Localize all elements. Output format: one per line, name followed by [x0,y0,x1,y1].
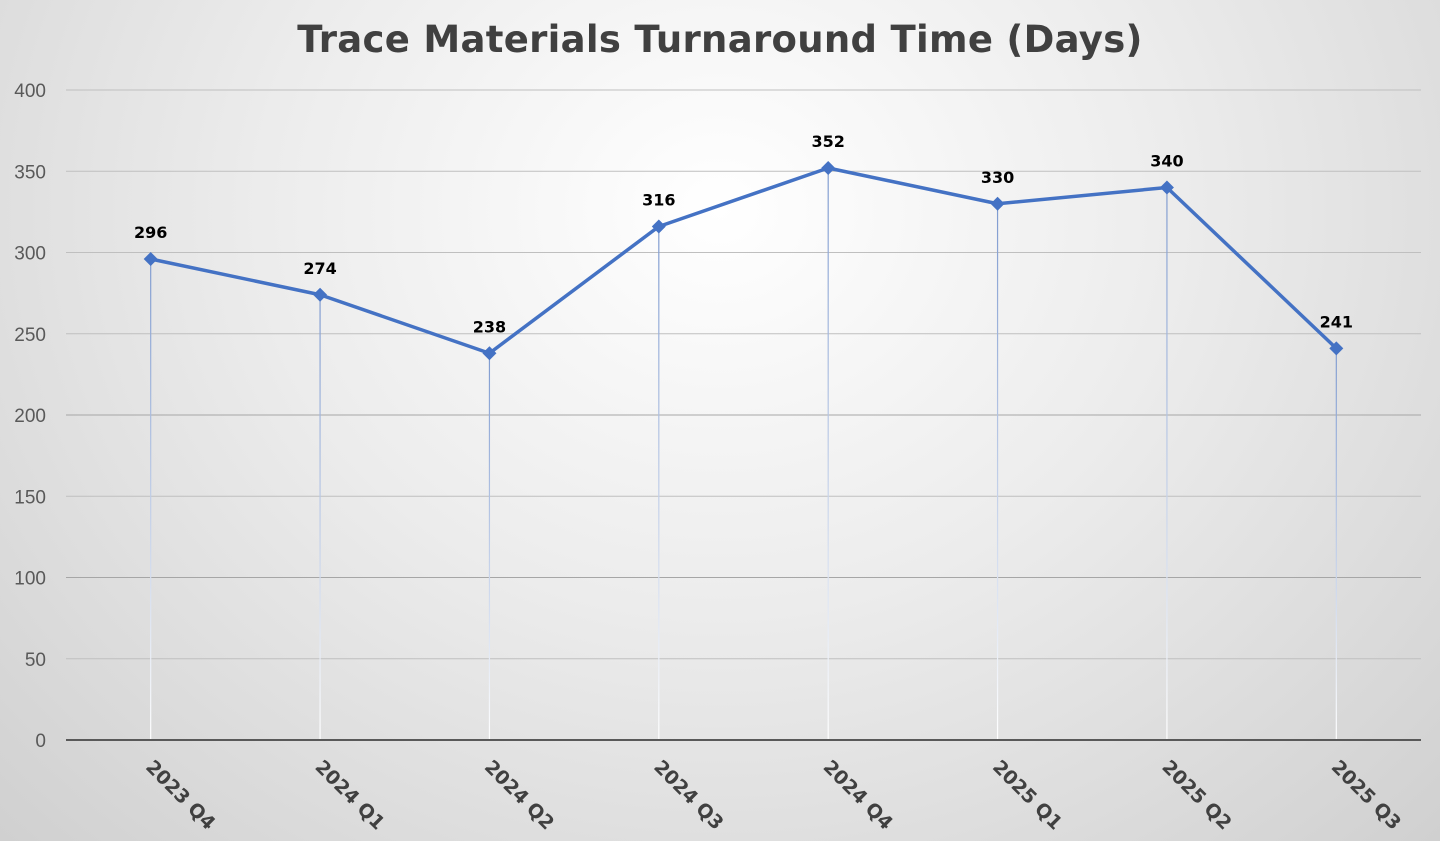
drop-line [488,353,491,740]
y-tick-label: 200 [14,406,46,427]
data-point-marker [1329,341,1344,356]
chart-title: Trace Materials Turnaround Time (Days) [297,18,1143,61]
data-point-marker [143,252,158,266]
x-tick-label: 2024 Q2 [480,756,558,834]
data-point-marker [482,346,497,361]
data-point-marker [990,196,1005,211]
drop-line [1166,187,1168,740]
y-tick-label: 100 [14,569,46,590]
data-point-marker [1159,180,1174,195]
x-tick-label: 2025 Q1 [988,756,1066,834]
data-label: 316 [642,191,675,210]
data-label: 238 [473,317,506,336]
y-tick-label: 350 [14,162,46,183]
drop-line [658,226,660,740]
data-point-marker [313,287,328,302]
data-point-marker [651,219,666,234]
drop-line [150,259,152,740]
drop-line [319,294,321,740]
y-tick-label: 50 [25,650,46,671]
y-tick-label: 150 [14,487,46,508]
data-label: 330 [981,168,1014,187]
x-tick-label: 2024 Q3 [649,756,727,834]
y-tick-label: 400 [14,81,46,102]
x-tick-label: 2023 Q4 [141,756,219,834]
x-tick-label: 2024 Q4 [819,756,897,834]
y-tick-label: 250 [14,325,46,346]
data-label: 296 [134,223,167,242]
data-label: 340 [1150,152,1183,171]
drop-line [996,203,999,740]
drop-line [1335,348,1337,740]
data-label: 352 [811,132,844,151]
y-tick-label: 300 [14,244,46,265]
x-tick-label: 2025 Q2 [1157,756,1235,834]
y-tick-label: 0 [35,731,46,752]
series-line [150,166,1338,355]
x-tick-label: 2024 Q1 [311,756,389,834]
data-label: 274 [303,259,336,278]
data-point-marker [821,161,836,175]
data-label: 241 [1320,312,1353,331]
drop-line [827,168,829,740]
x-tick-label: 2025 Q3 [1327,756,1405,834]
